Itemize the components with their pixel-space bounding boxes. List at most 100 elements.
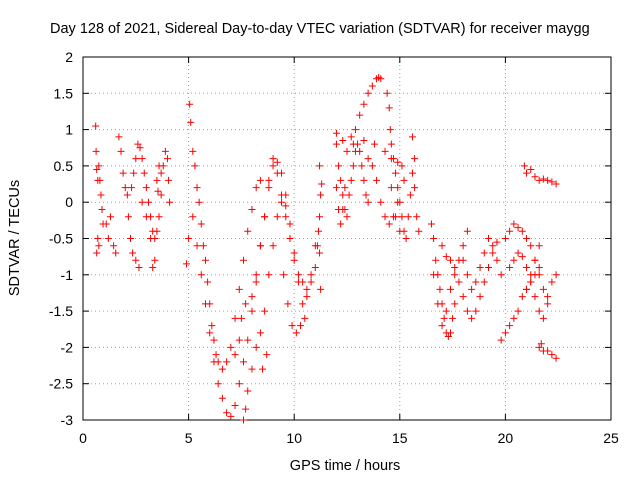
data-point — [244, 336, 252, 344]
data-point — [364, 198, 372, 206]
data-point — [552, 354, 560, 362]
data-point — [531, 293, 539, 301]
data-point — [284, 300, 292, 308]
data-point — [501, 329, 509, 337]
data-point — [449, 314, 457, 322]
data-point — [438, 322, 446, 330]
data-point — [227, 412, 235, 420]
data-point — [237, 314, 245, 322]
data-point — [316, 249, 324, 257]
data-point — [256, 329, 264, 337]
data-point — [539, 175, 547, 183]
data-point — [163, 155, 171, 163]
data-point — [339, 191, 347, 199]
data-point — [351, 126, 359, 134]
data-point — [240, 256, 248, 264]
data-point — [396, 227, 404, 235]
data-point — [360, 100, 368, 108]
data-point — [157, 169, 165, 177]
data-point — [294, 271, 302, 279]
data-point — [288, 322, 296, 330]
x-axis-label: GPS time / hours — [290, 458, 400, 474]
data-point — [398, 162, 406, 170]
data-point — [182, 260, 190, 268]
data-point — [493, 256, 501, 264]
data-point — [112, 249, 120, 257]
data-point — [408, 169, 416, 177]
data-point — [518, 293, 526, 301]
data-point — [252, 271, 260, 279]
data-point — [518, 227, 526, 235]
data-point — [166, 198, 174, 206]
data-point — [223, 358, 231, 366]
data-point — [130, 169, 138, 177]
data-point — [248, 307, 256, 315]
grid-lines — [83, 57, 611, 420]
data-point — [451, 300, 459, 308]
data-point — [544, 293, 552, 301]
data-point — [506, 322, 514, 330]
data-point — [248, 293, 256, 301]
data-point — [463, 227, 471, 235]
data-point — [537, 340, 545, 348]
data-point — [497, 336, 505, 344]
data-point — [514, 224, 522, 232]
data-point — [341, 184, 349, 192]
data-point — [539, 314, 547, 322]
data-point — [444, 333, 452, 341]
data-point — [153, 227, 161, 235]
x-tick-label: 15 — [392, 430, 408, 446]
data-point — [415, 227, 423, 235]
data-point — [206, 329, 214, 337]
data-point — [476, 264, 484, 272]
data-point — [227, 343, 235, 351]
data-point — [548, 278, 556, 286]
data-point — [218, 365, 226, 373]
data-point — [106, 213, 114, 221]
data-point — [197, 271, 205, 279]
data-point — [535, 242, 543, 250]
data-point — [235, 336, 243, 344]
data-point — [187, 118, 195, 126]
data-point — [142, 184, 150, 192]
data-point — [362, 191, 370, 199]
data-point — [256, 176, 264, 184]
data-point — [413, 213, 421, 221]
data-point — [155, 162, 163, 170]
y-tick-label: -2.5 — [49, 376, 73, 392]
data-point — [134, 140, 142, 148]
data-point — [535, 343, 543, 351]
data-point — [427, 220, 435, 228]
data-point — [332, 129, 340, 137]
data-point — [373, 176, 381, 184]
data-point — [186, 100, 194, 108]
data-point — [493, 238, 501, 246]
data-point — [535, 264, 543, 272]
data-point — [282, 191, 290, 199]
data-point — [311, 264, 319, 272]
data-point — [256, 242, 264, 250]
data-point — [539, 285, 547, 293]
y-tick-label: 1 — [65, 122, 73, 138]
data-point — [316, 162, 324, 170]
data-point — [442, 307, 450, 315]
data-point — [92, 147, 100, 155]
data-point — [535, 176, 543, 184]
data-point — [381, 147, 389, 155]
data-point — [231, 314, 239, 322]
x-tick-label: 25 — [603, 430, 619, 446]
data-point — [252, 343, 260, 351]
data-point — [337, 176, 345, 184]
data-point — [523, 264, 531, 272]
data-point — [210, 336, 218, 344]
data-point — [527, 271, 535, 279]
data-point — [132, 155, 140, 163]
data-point — [92, 122, 100, 130]
data-point — [252, 184, 260, 192]
y-tick-label: -1 — [61, 267, 74, 283]
data-point — [303, 285, 311, 293]
x-axis: 0 5 10 15 20 25 — [79, 57, 619, 446]
data-point — [485, 235, 493, 242]
data-point — [432, 256, 440, 264]
data-point — [463, 271, 471, 279]
